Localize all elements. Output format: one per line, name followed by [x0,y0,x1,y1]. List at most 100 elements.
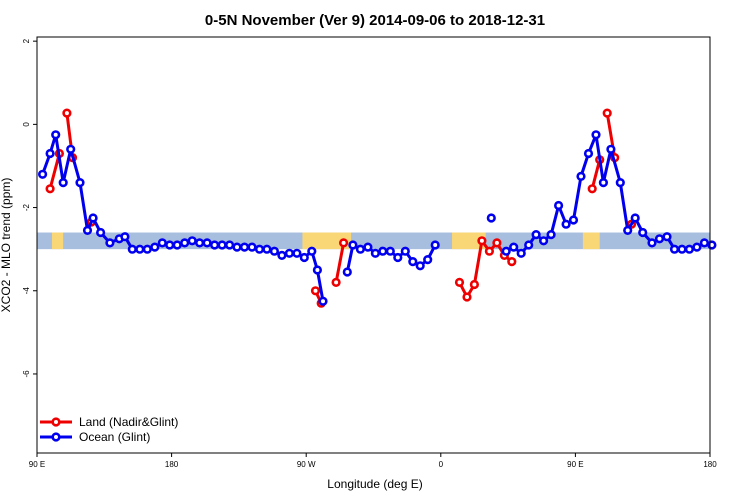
data-point [299,252,309,263]
data-point [454,277,465,288]
data-point [58,178,68,188]
legend: Land (Nadir&Glint)Ocean (Glint) [40,415,178,444]
y-tick-label: -2 [22,203,31,211]
x-tick-label: 90 E [567,460,583,469]
x-tick-label: 180 [703,460,717,469]
y-tick-label: 0 [22,122,31,127]
data-point [400,246,410,256]
data-point [82,225,93,235]
data-point [524,240,534,250]
data-point [509,242,519,252]
y-axis: 2 0 -2 -4 -6 [22,38,37,378]
data-point [654,234,665,244]
data-point [553,200,564,211]
data-point [95,227,106,238]
band-land-segment [51,232,64,250]
data-point [262,244,272,254]
data-point [615,178,625,188]
data-point [699,238,710,248]
data-point [630,213,640,223]
data-point [232,242,242,252]
chart-title: 0-5N November (Ver 9) 2014-09-06 to 2018… [205,12,545,29]
data-point [172,240,182,250]
data-point [277,250,287,260]
data-point [538,236,549,246]
data-point [342,267,352,277]
data-point [292,248,302,258]
legend-label: Land (Nadir&Glint) [79,415,178,429]
x-tick-label: 90 E [29,460,45,469]
data-point [51,130,61,140]
series-land [45,108,637,308]
data-point [45,184,55,194]
data-point [165,240,175,250]
data-point [378,246,388,256]
data-point [576,171,586,181]
data-point [157,238,167,248]
data-point [408,257,418,267]
y-tick-label: -4 [22,287,31,295]
x-tick-label: 90 W [297,460,316,469]
data-point [669,244,680,254]
data-point [684,244,695,254]
data-point [239,242,250,252]
data-point [430,240,440,250]
band-land-segment [302,232,352,250]
plot-frame [36,36,711,454]
data-point [142,244,152,254]
data-point [638,227,648,238]
data-point [501,246,511,256]
y-axis-label: XCO2 - MLO trend (ppm) [0,178,13,313]
data-point [37,169,48,179]
data-point [210,240,220,250]
data-point [135,244,145,254]
data-point [561,219,571,229]
legend-label: Ocean (Glint) [79,430,150,444]
x-tick-label: 0 [439,460,444,469]
data-point [202,238,212,248]
x-tick-label: 180 [165,460,179,469]
data-point [662,232,672,242]
data-point [180,238,190,248]
data-point [492,238,502,248]
data-point [348,240,358,250]
legend-marker [51,432,61,442]
data-point [120,232,130,242]
data-point [284,248,295,258]
data-point [469,279,480,290]
data-point [310,286,321,296]
band-land-segment [452,232,486,250]
data-point [217,240,227,250]
data-point [623,225,633,235]
series-line [334,242,346,283]
series-line [48,153,61,190]
y-tick-label: -6 [22,370,31,378]
data-point [507,257,517,267]
data-point [677,244,687,254]
data-point [393,252,403,263]
data-point [75,178,85,188]
data-point [516,248,526,258]
data-point [385,246,395,256]
data-point [606,144,616,154]
data-point [187,236,197,246]
data-point [587,184,597,194]
data-point [692,242,702,252]
series-line [41,133,325,302]
data-point [583,148,594,159]
y-tick-label: 2 [22,38,31,43]
data-point [312,265,323,275]
data-point [66,144,76,154]
data-point [602,108,612,118]
data-point [647,238,657,248]
data-point [127,244,137,254]
data-point [62,108,72,118]
data-point [486,213,496,223]
data-point [254,244,265,254]
data-point [195,238,205,248]
data-point [105,238,115,248]
data-point [546,230,556,240]
data-point [331,277,341,288]
data-point [598,178,609,188]
